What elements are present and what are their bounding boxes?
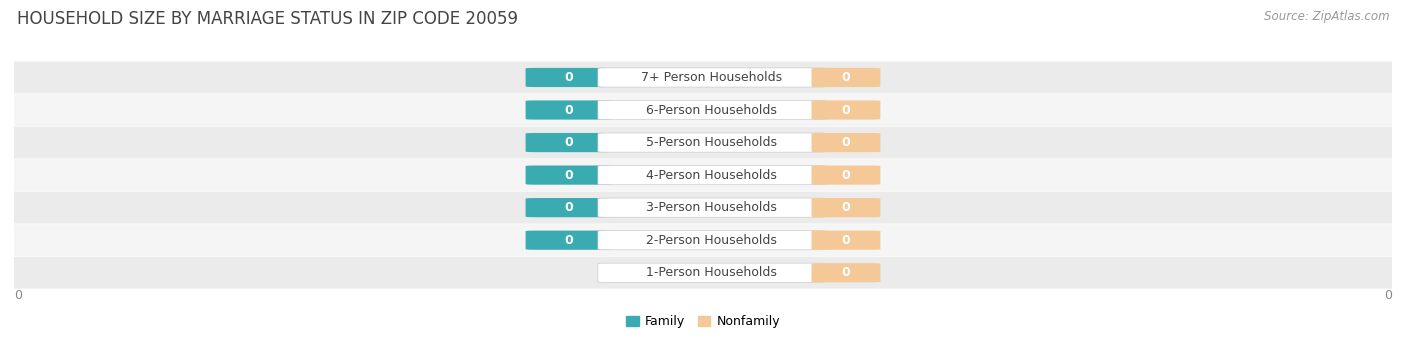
FancyBboxPatch shape	[7, 257, 1399, 289]
Text: 0: 0	[564, 103, 574, 117]
FancyBboxPatch shape	[7, 94, 1399, 126]
FancyBboxPatch shape	[526, 133, 612, 152]
FancyBboxPatch shape	[598, 100, 825, 120]
FancyBboxPatch shape	[598, 166, 825, 185]
Text: 2-Person Households: 2-Person Households	[647, 234, 778, 247]
Text: 0: 0	[14, 289, 22, 302]
Text: 0: 0	[1384, 289, 1392, 302]
Text: 0: 0	[842, 136, 851, 149]
FancyBboxPatch shape	[811, 263, 880, 282]
Text: Source: ZipAtlas.com: Source: ZipAtlas.com	[1264, 10, 1389, 23]
Text: 0: 0	[564, 169, 574, 182]
FancyBboxPatch shape	[811, 68, 880, 87]
Text: 0: 0	[842, 266, 851, 279]
Text: 0: 0	[564, 201, 574, 214]
FancyBboxPatch shape	[526, 198, 612, 217]
Text: 3-Person Households: 3-Person Households	[647, 201, 778, 214]
Text: 0: 0	[842, 201, 851, 214]
Text: HOUSEHOLD SIZE BY MARRIAGE STATUS IN ZIP CODE 20059: HOUSEHOLD SIZE BY MARRIAGE STATUS IN ZIP…	[17, 10, 517, 28]
Text: 5-Person Households: 5-Person Households	[647, 136, 778, 149]
FancyBboxPatch shape	[811, 166, 880, 185]
FancyBboxPatch shape	[526, 231, 612, 250]
FancyBboxPatch shape	[7, 62, 1399, 94]
FancyBboxPatch shape	[526, 68, 612, 87]
FancyBboxPatch shape	[7, 192, 1399, 224]
Text: 0: 0	[842, 234, 851, 247]
Text: 0: 0	[842, 71, 851, 84]
FancyBboxPatch shape	[526, 166, 612, 185]
Text: 4-Person Households: 4-Person Households	[647, 169, 778, 182]
FancyBboxPatch shape	[7, 159, 1399, 191]
FancyBboxPatch shape	[598, 198, 825, 217]
FancyBboxPatch shape	[811, 231, 880, 250]
Text: 0: 0	[564, 136, 574, 149]
Legend: Family, Nonfamily: Family, Nonfamily	[621, 310, 785, 333]
FancyBboxPatch shape	[811, 133, 880, 152]
FancyBboxPatch shape	[598, 231, 825, 250]
Text: 0: 0	[564, 234, 574, 247]
FancyBboxPatch shape	[7, 224, 1399, 256]
Text: 0: 0	[842, 169, 851, 182]
FancyBboxPatch shape	[598, 133, 825, 152]
Text: 0: 0	[564, 71, 574, 84]
Text: 1-Person Households: 1-Person Households	[647, 266, 778, 279]
FancyBboxPatch shape	[7, 126, 1399, 158]
Text: 6-Person Households: 6-Person Households	[647, 103, 778, 117]
FancyBboxPatch shape	[526, 100, 612, 120]
Text: 7+ Person Households: 7+ Person Households	[641, 71, 782, 84]
FancyBboxPatch shape	[598, 263, 825, 282]
FancyBboxPatch shape	[811, 198, 880, 217]
FancyBboxPatch shape	[811, 100, 880, 120]
FancyBboxPatch shape	[598, 68, 825, 87]
Text: 0: 0	[842, 103, 851, 117]
